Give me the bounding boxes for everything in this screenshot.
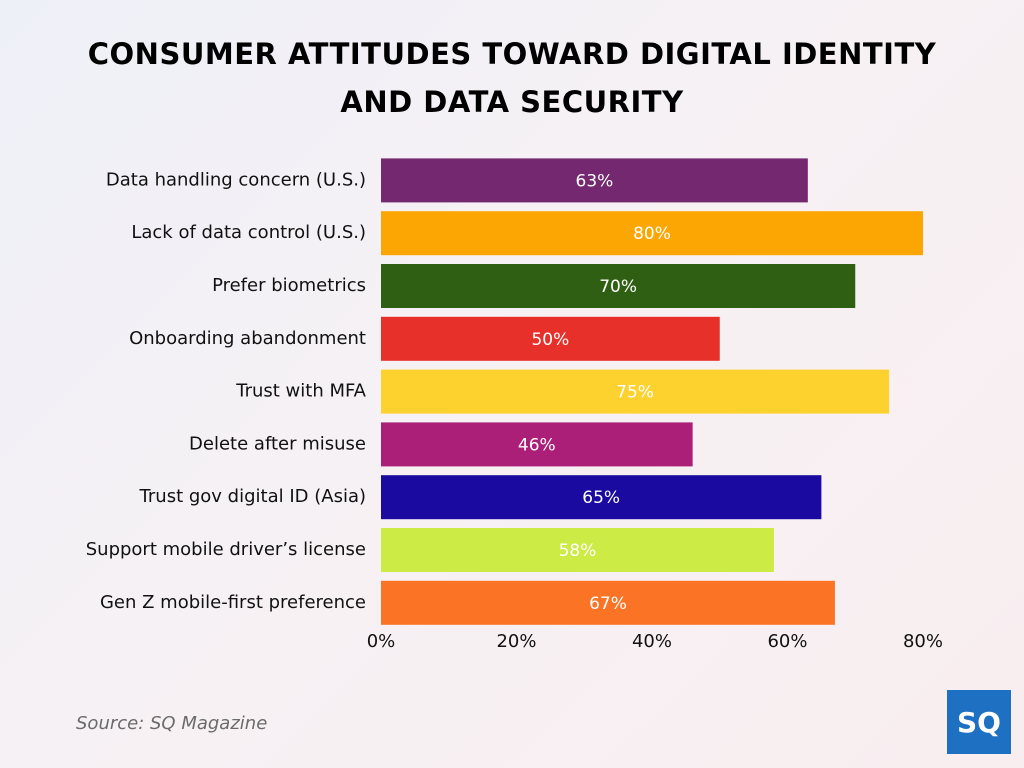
value-label: 70%: [599, 277, 637, 297]
bar: [381, 211, 923, 256]
x-tick-label: 0%: [367, 631, 396, 652]
bar: [381, 528, 774, 572]
y-tick-label: Support mobile driver’s license: [86, 539, 366, 560]
chart-title: CONSUMER ATTITUDES TOWARD DIGITAL IDENTI…: [87, 37, 937, 119]
y-tick-label: Gen Z mobile-first preference: [100, 592, 366, 613]
x-tick-label: 40%: [632, 631, 672, 652]
y-tick-label: Data handling concern (U.S.): [106, 169, 366, 190]
logo: SQ: [947, 690, 1011, 754]
x-tick-label: 20%: [496, 631, 536, 652]
value-label: 65%: [582, 488, 620, 508]
y-tick-label: Prefer biometrics: [212, 275, 366, 296]
x-tick-label: 80%: [903, 631, 943, 652]
y-tick-label: Trust gov digital ID (Asia): [139, 486, 366, 507]
bar: [381, 158, 808, 203]
bar: [381, 369, 890, 414]
bar: [381, 580, 835, 625]
bar: [381, 316, 720, 361]
value-label: 63%: [576, 171, 614, 191]
value-label: 80%: [633, 224, 671, 244]
y-tick-label: Trust with MFA: [235, 381, 366, 402]
y-tick-label: Lack of data control (U.S.): [131, 222, 366, 243]
value-label: 58%: [559, 541, 597, 561]
bar: [381, 422, 693, 467]
value-label: 75%: [616, 383, 654, 403]
value-label: 46%: [518, 435, 556, 455]
y-tick-label: Onboarding abandonment: [129, 328, 366, 349]
source: Source: SQ Magazine: [76, 713, 267, 734]
value-label: 67%: [589, 594, 627, 614]
bar: [381, 475, 822, 520]
x-tick-label: 60%: [767, 631, 807, 652]
bar: [381, 264, 856, 308]
y-tick-label: Delete after misuse: [189, 433, 366, 454]
value-label: 50%: [531, 330, 569, 350]
